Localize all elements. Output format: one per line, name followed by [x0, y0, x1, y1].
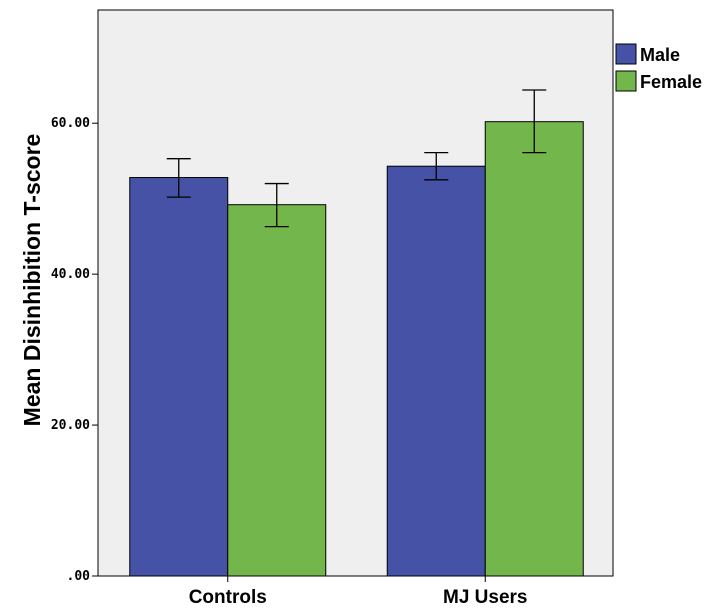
y-tick-label-3: 60.00	[51, 116, 90, 131]
x-tick-label-1: MJ Users	[443, 587, 528, 608]
y-tick-label-0: .00	[67, 569, 91, 584]
y-axis: .00 20.00 40.00 60.00	[51, 116, 98, 584]
x-tick-label-0: Controls	[189, 587, 267, 608]
x-axis: Controls MJ Users	[189, 576, 528, 608]
y-tick-label-1: 20.00	[51, 418, 90, 433]
y-tick-label-2: 40.00	[51, 267, 90, 282]
legend-label-female: Female	[640, 72, 702, 92]
legend-swatch-female	[615, 70, 637, 92]
error-bars-layer	[166, 89, 547, 228]
bars-layer	[129, 121, 584, 577]
bar-female-1	[484, 121, 584, 577]
bar-male-1	[386, 165, 486, 577]
legend-swatch-male	[615, 43, 637, 65]
legend: Male Female	[615, 43, 702, 92]
bar-male-0	[129, 177, 229, 577]
legend-label-male: Male	[640, 45, 680, 65]
bar-female-0	[227, 204, 327, 577]
y-axis-title: Mean Disinhibition T-score	[19, 134, 45, 427]
